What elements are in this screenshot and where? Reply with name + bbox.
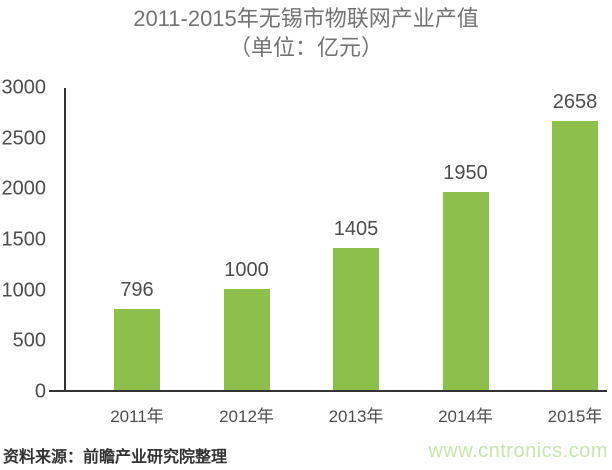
- chart-title: 2011-2015年无锡市物联网产业产值 （单位：亿元）: [0, 4, 612, 62]
- bar-value-label: 796: [120, 279, 154, 301]
- bar-value-label: 1950: [443, 162, 488, 184]
- source-note: 资料来源：前瞻产业研究院整理: [3, 449, 228, 466]
- y-tick-label: 0: [34, 380, 46, 403]
- y-tick-label: 1000: [1, 279, 47, 302]
- bar-2015年: [552, 121, 598, 390]
- bar-2013年: [333, 248, 379, 390]
- x-axis-label: 2011年: [110, 407, 164, 426]
- y-tick-label: 500: [12, 329, 46, 352]
- y-tick-label: 3000: [1, 76, 47, 99]
- bar-value-label: 1405: [333, 218, 379, 240]
- y-tick-label: 2000: [1, 177, 47, 200]
- x-axis-label: 2015年: [547, 407, 603, 426]
- y-tick-label: 2500: [1, 127, 47, 150]
- x-axis-labels: 2011年 2012年 2013年 2014年 2015年: [66, 402, 607, 426]
- chart-title-unit-line: （单位：亿元）: [228, 35, 383, 60]
- x-axis-label: 2012年: [219, 407, 274, 426]
- bar-2014年: [442, 192, 489, 390]
- chart-title-line1: 2011-2015年无锡市物联网产业产值: [133, 6, 479, 31]
- zero-tick-mark: [49, 390, 65, 392]
- bar-value-label: 2658: [552, 91, 598, 113]
- bar-2011年: [114, 309, 160, 390]
- x-axis-label: 2013年: [328, 407, 384, 426]
- bar-2012年: [223, 289, 270, 390]
- watermark: www.cntronics.com: [428, 440, 608, 462]
- plot-area: 796 1000 1405 1950 2658: [64, 88, 607, 392]
- bar-value-label: 1000: [224, 259, 269, 281]
- x-axis-label: 2014年: [438, 407, 493, 426]
- y-axis-tick-labels: 0 500 1000 1500 2000 2500 3000: [0, 77, 54, 403]
- y-tick-label: 1500: [1, 228, 47, 251]
